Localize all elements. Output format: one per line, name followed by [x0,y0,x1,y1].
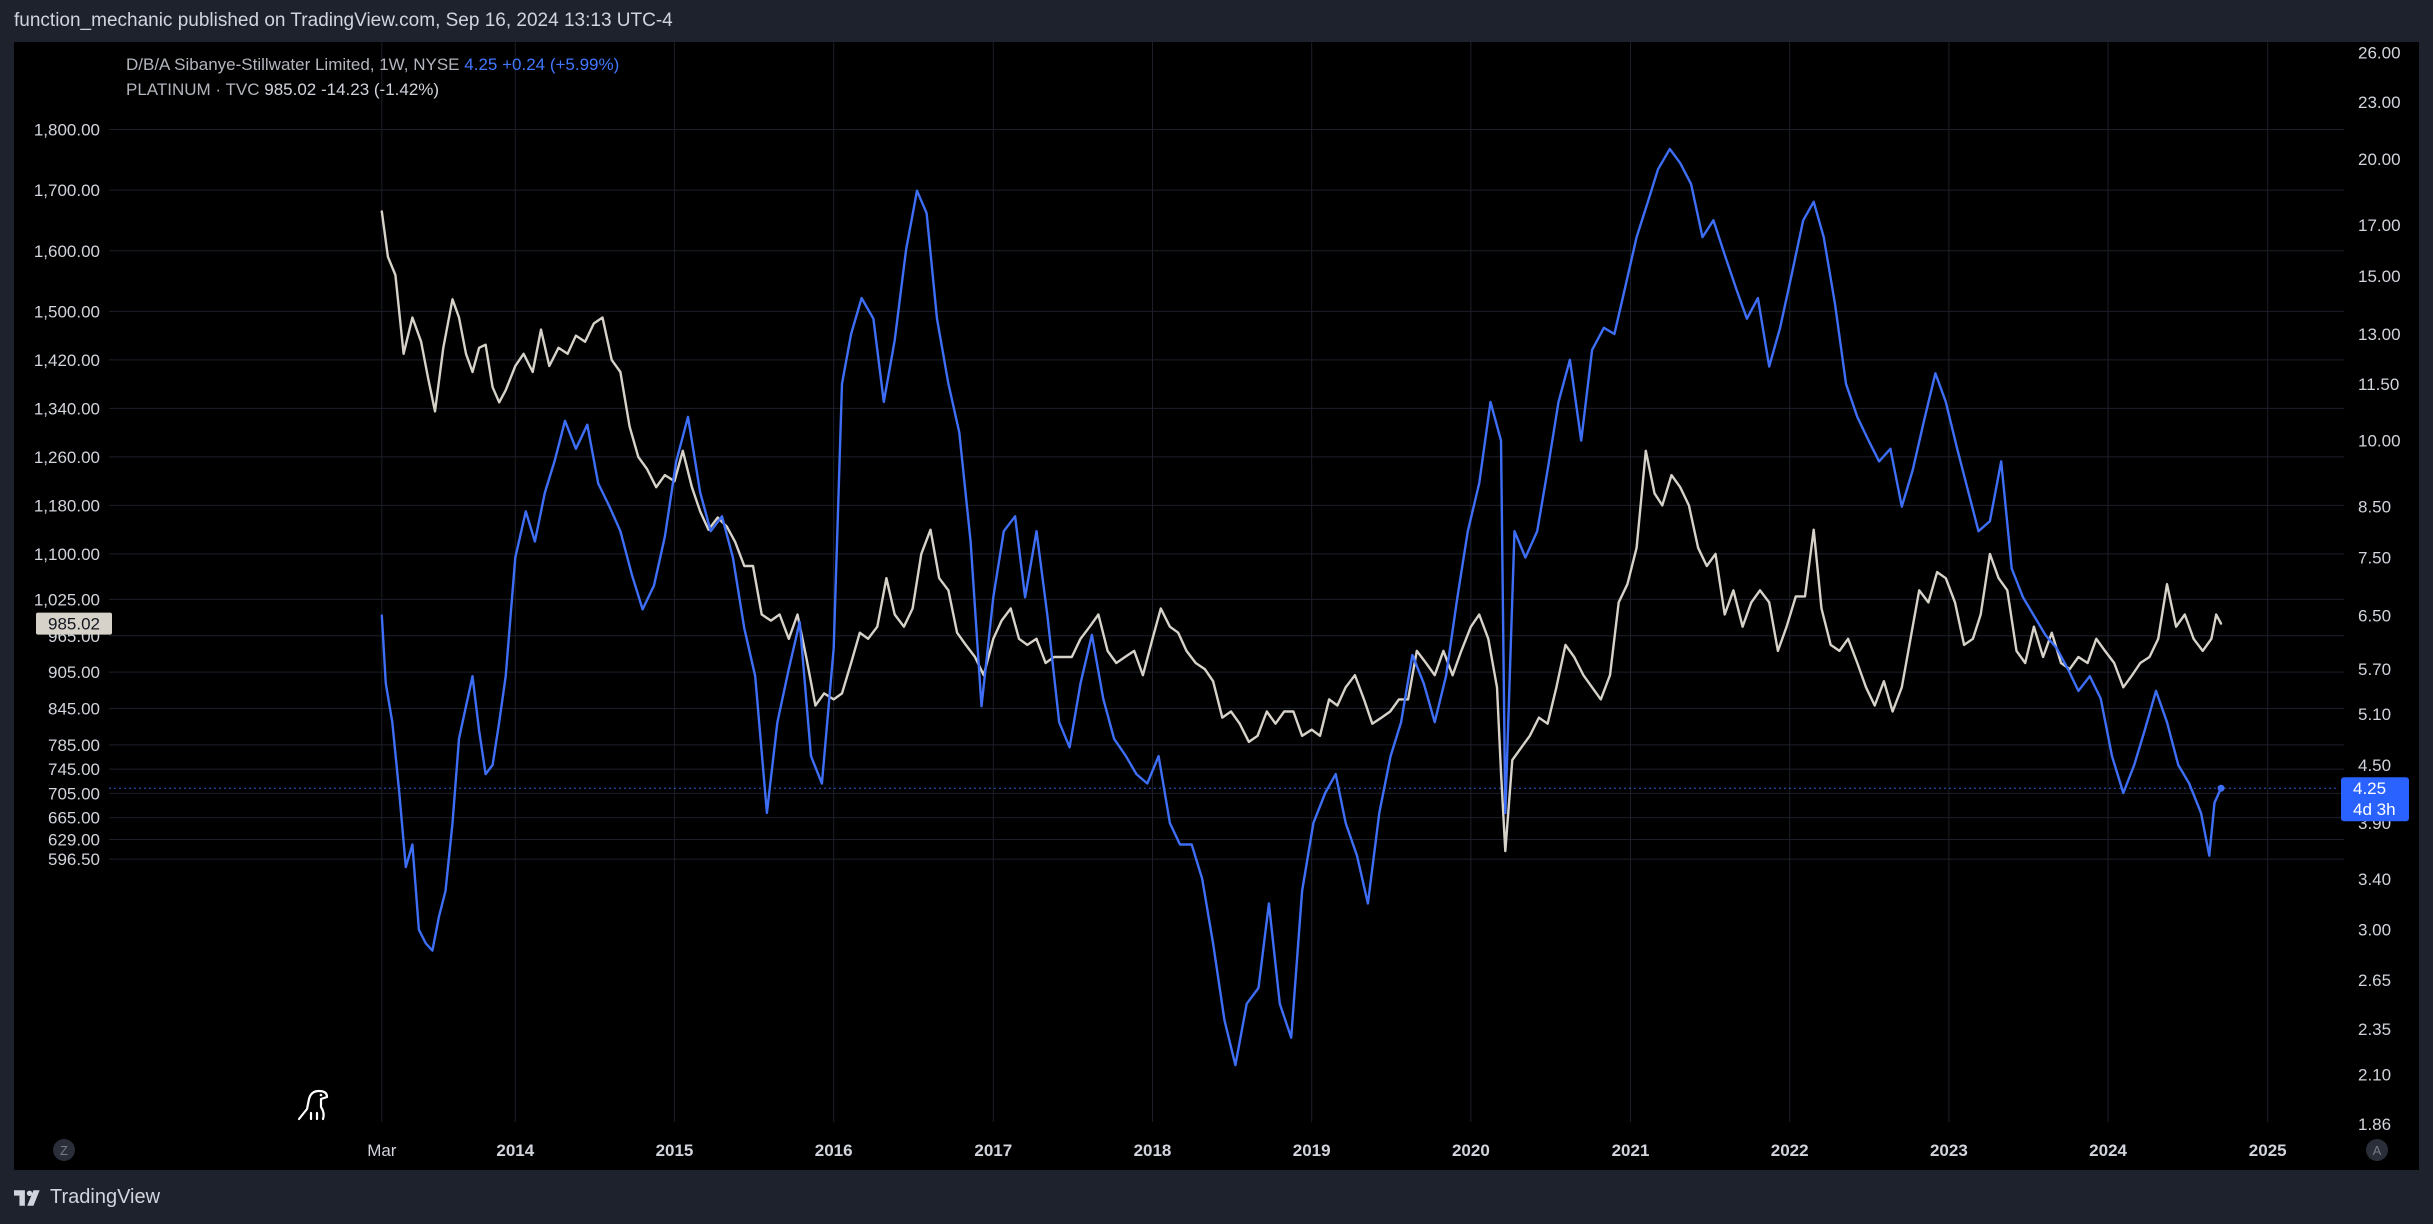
chart-background [14,42,2419,1170]
right-tick-label: 11.50 [2358,375,2399,394]
right-tick-label: 23.00 [2358,93,2401,112]
left-last-value-badge [36,612,112,635]
x-tick-label: 2021 [1612,1141,1650,1160]
tradingview-brand[interactable]: TradingView [14,1186,160,1209]
time-axis[interactable]: Mar 2014 2015 2016 2017 2018 2019 2020 2021 2022 2… [367,1141,2286,1160]
x-tick-label: 2015 [656,1141,694,1160]
left-tick-label: 905.00 [48,663,100,682]
right-last-value-badge [2341,777,2409,822]
left-tick-label: 1,180.00 [34,496,100,515]
right-tick-label: 17.00 [2358,216,2401,235]
x-tick-label: 2020 [1452,1141,1490,1160]
right-tick-label: 26.00 [2358,43,2401,62]
right-tick-label: 3.00 [2358,921,2391,940]
x-tick-label: 2016 [815,1141,853,1160]
grid-lines [109,42,2344,1122]
legend-main-symbol: D/B/A Sibanye-Stillwater Limited, 1W, NY… [126,55,460,74]
x-tick-label: 2017 [974,1141,1012,1160]
legend-main-row[interactable]: D/B/A Sibanye-Stillwater Limited, 1W, NY… [126,52,619,77]
right-tick-label: 2.35 [2358,1020,2391,1039]
platinum-line [380,210,2223,853]
left-tick-label: 1,700.00 [34,181,100,200]
right-scale-label: A [2373,1143,2382,1158]
right-price-axis[interactable]: 26.00 23.00 20.00 17.00 15.00 13.00 11.50 10.00… [2358,43,2401,1134]
right-tick-label: 5.70 [2358,660,2391,679]
right-tick-label: 8.50 [2358,498,2391,517]
x-tick-label: 2014 [496,1141,534,1160]
chart-pane[interactable]: Mar 2014 2015 2016 2017 2018 2019 2020 2021 2022 2… [14,42,2419,1170]
right-tick-label: 10.00 [2358,432,2401,451]
left-tick-label: 1,800.00 [34,121,100,140]
right-tick-label: 2.10 [2358,1066,2391,1085]
sibanye-stillwater-line [380,147,2223,1067]
legend-compare-change: -14.23 (-1.42%) [320,80,440,99]
x-tick-label: 2024 [2089,1141,2127,1160]
right-tick-label: 20.00 [2358,150,2401,169]
right-tick-label: 15.00 [2358,267,2401,286]
x-tick-label: 2018 [1134,1141,1172,1160]
right-tick-label: 4.50 [2358,756,2391,775]
left-scale-button[interactable]: Z [53,1139,75,1161]
right-last-value-label: 4.25 [2353,779,2386,798]
left-tick-label: 745.00 [48,760,100,779]
legend: D/B/A Sibanye-Stillwater Limited, 1W, NY… [126,52,619,102]
left-last-value-label: 985.02 [48,615,100,634]
right-tick-label: 3.40 [2358,870,2391,889]
left-tick-label: 1,100.00 [34,545,100,564]
left-tick-label: 1,600.00 [34,242,100,261]
right-scale-button[interactable]: A [2366,1139,2388,1161]
x-tick-label: 2022 [1771,1141,1809,1160]
right-tick-label: 5.10 [2358,705,2391,724]
left-price-axis[interactable]: 1,800.00 1,700.00 1,600.00 1,500.00 1,420.00… [34,121,100,870]
left-tick-label: 629.00 [48,830,100,849]
left-tick-label: 845.00 [48,700,100,719]
x-tick-label: 2025 [2249,1141,2287,1160]
bar-countdown-label: 4d 3h [2353,800,2396,819]
footer-bar: TradingView [0,1170,2433,1224]
last-value-markers: 985.02 4.25 4d 3h [36,612,2409,822]
left-tick-label: 1,260.00 [34,448,100,467]
tradingview-logo-icon [14,1189,40,1206]
publish-caption: function_mechanic published on TradingVi… [14,10,673,31]
right-tick-label: 7.50 [2358,548,2391,567]
left-tick-label: 705.00 [48,784,100,803]
legend-main-change: +0.24 (+5.99%) [502,55,620,74]
x-tick-label: Mar [367,1141,397,1160]
left-tick-label: 665.00 [48,809,100,828]
left-tick-label: 785.00 [48,736,100,755]
legend-compare-row[interactable]: PLATINUM · TVC 985.02 -14.23 (-1.42%) [126,77,619,102]
right-tick-label: 2.65 [2358,971,2391,990]
legend-compare-price: 985.02 [264,80,317,99]
left-tick-label: 596.50 [48,850,100,869]
left-tick-label: 1,420.00 [34,351,100,370]
left-tick-label: 1,340.00 [34,399,100,418]
brand-label: TradingView [50,1186,161,1208]
last-point-dot [2217,784,2225,792]
x-tick-label: 2019 [1293,1141,1331,1160]
legend-compare-symbol: PLATINUM · TVC [126,80,260,99]
left-tick-label: 1,500.00 [34,302,100,321]
right-tick-label: 6.50 [2358,607,2391,626]
series-lines [380,147,2223,1067]
left-scale-label: Z [60,1143,68,1158]
x-tick-label: 2023 [1930,1141,1968,1160]
legend-main-price: 4.25 [464,55,498,74]
dinosaur-icon [297,1089,329,1121]
price-chart[interactable]: Mar 2014 2015 2016 2017 2018 2019 2020 2021 2022 2… [14,42,2419,1170]
right-tick-label: 13.00 [2358,325,2401,344]
right-tick-label: 1.86 [2358,1115,2391,1134]
publish-caption-bar: function_mechanic published on TradingVi… [0,0,2433,42]
left-tick-label: 1,025.00 [34,590,100,609]
